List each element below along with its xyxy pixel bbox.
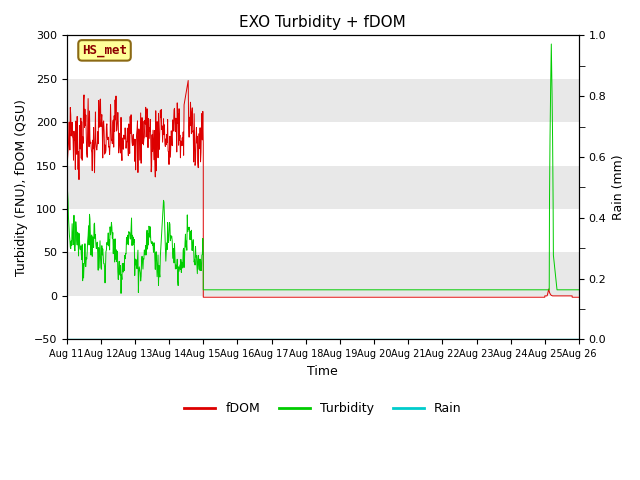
Bar — [67, 296, 579, 339]
Bar — [67, 79, 579, 122]
Bar — [67, 122, 579, 166]
Y-axis label: Rain (mm): Rain (mm) — [612, 155, 625, 220]
Y-axis label: Turbidity (FNU), fDOM (QSU): Turbidity (FNU), fDOM (QSU) — [15, 99, 28, 276]
X-axis label: Time: Time — [307, 365, 338, 378]
Title: EXO Turbidity + fDOM: EXO Turbidity + fDOM — [239, 15, 406, 30]
Bar — [67, 166, 579, 209]
Bar — [67, 252, 579, 296]
Text: HS_met: HS_met — [82, 44, 127, 57]
Bar — [67, 209, 579, 252]
Legend: fDOM, Turbidity, Rain: fDOM, Turbidity, Rain — [179, 397, 467, 420]
Bar — [67, 36, 579, 79]
